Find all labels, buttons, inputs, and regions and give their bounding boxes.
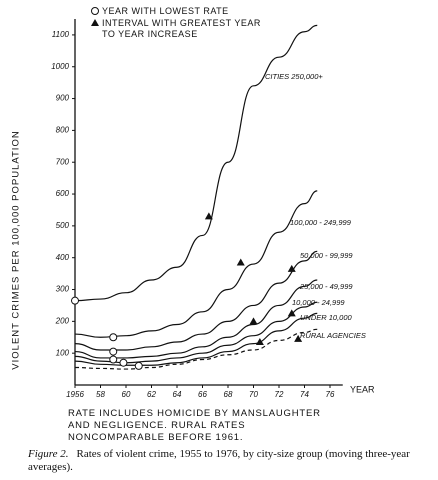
marker-point [249, 317, 258, 325]
x-tick-label: 1956 [66, 390, 84, 399]
series-label: 50,000 - 99,999 [300, 251, 353, 260]
series-line [74, 312, 318, 366]
caption-label: Figure 2. [28, 448, 69, 460]
x-axis-label: YEAR [350, 384, 375, 394]
marker-point [109, 333, 118, 342]
series-line [74, 24, 318, 302]
series-label: 100,000 - 249,999 [290, 218, 352, 227]
series-line [74, 190, 318, 338]
note: RATE INCLUDES HOMICIDE BY MANSLAUGHTER A… [68, 408, 321, 443]
series-label: CITIES 250,000+ [265, 72, 323, 81]
x-tick-label: 76 [326, 390, 335, 399]
series-label: 25,000 - 49,999 [299, 282, 353, 291]
marker-point [109, 355, 118, 364]
y-tick-label: 900 [56, 94, 70, 103]
series-label: RURAL AGENCIES [300, 331, 366, 340]
y-axis-label: VIOLENT CRIMES PER 100,000 POPULATION [11, 130, 22, 369]
legend-item: YEAR WITH LOWEST RATE [102, 6, 229, 17]
series-line [74, 301, 318, 364]
y-tick-label: 500 [56, 221, 70, 230]
x-tick-label: 70 [249, 390, 258, 399]
x-tick-label: 68 [224, 390, 233, 399]
marker-point [287, 264, 296, 272]
y-tick-label: 400 [56, 253, 70, 262]
caption: Figure 2. Rates of violent crime, 1955 to… [28, 448, 428, 474]
series-label: 10,000 - 24,999 [292, 298, 345, 307]
series-label: UNDER 10,000 [300, 313, 353, 322]
marker-point [255, 338, 264, 346]
legend-symbol [91, 19, 99, 26]
marker-point [236, 258, 245, 266]
marker-point [287, 309, 296, 317]
x-tick-label: 58 [96, 390, 105, 399]
y-tick-label: 100 [56, 348, 70, 357]
legend-text: YEAR WITH LOWEST RATE [102, 6, 229, 16]
legend-text: INTERVAL WITH GREATEST YEAR TO YEAR INCR… [102, 18, 261, 39]
y-tick-label: 700 [56, 157, 70, 166]
y-tick-label: 1000 [51, 62, 69, 71]
marker-point [119, 358, 128, 367]
series-line [74, 328, 318, 370]
y-tick-label: 1100 [52, 30, 70, 39]
series-line [74, 279, 318, 359]
x-tick-label: 72 [275, 390, 284, 399]
x-tick-label: 62 [147, 390, 156, 399]
series-line [74, 250, 318, 351]
x-tick-label: 60 [122, 390, 131, 399]
marker-point [109, 347, 118, 356]
y-tick-label: 300 [56, 285, 70, 294]
marker-point [134, 361, 143, 370]
legend-symbol [91, 7, 99, 15]
x-tick-label: 74 [300, 390, 309, 399]
y-tick-label: 600 [56, 189, 70, 198]
caption-text: Rates of violent crime, 1955 to 1976, by… [28, 448, 410, 473]
marker-point [71, 296, 79, 305]
y-tick-label: 800 [56, 126, 70, 135]
legend-item: INTERVAL WITH GREATEST YEAR TO YEAR INCR… [102, 18, 272, 40]
y-tick-label: 200 [55, 316, 70, 325]
marker-point [204, 212, 213, 220]
x-tick-label: 66 [198, 390, 207, 399]
x-tick-label: 64 [173, 390, 182, 399]
marker-point [294, 334, 303, 342]
